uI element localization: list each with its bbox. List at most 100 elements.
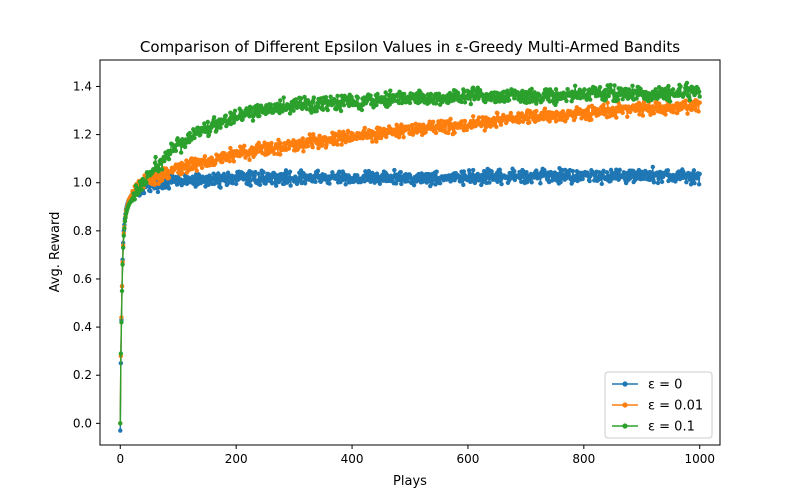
data-point (697, 100, 702, 105)
x-axis: 0 200 400 600 800 1000 (116, 445, 715, 466)
data-point (428, 91, 434, 97)
data-point (180, 137, 185, 142)
data-point (338, 108, 344, 114)
data-point (553, 119, 559, 124)
data-point (626, 171, 631, 177)
legend-marker (622, 423, 628, 429)
data-point (569, 99, 574, 104)
data-point (529, 86, 534, 92)
data-point (582, 87, 587, 92)
data-point (437, 181, 443, 186)
data-point (278, 98, 283, 103)
data-point (262, 140, 267, 145)
x-tick-label: 400 (341, 452, 364, 466)
data-point (430, 119, 436, 125)
data-point (374, 139, 379, 144)
data-point (678, 84, 683, 89)
data-point (192, 135, 197, 141)
data-point (524, 169, 529, 175)
data-point (268, 102, 274, 107)
data-point (603, 87, 608, 93)
data-point (120, 262, 125, 267)
data-point (687, 97, 693, 103)
data-point (455, 90, 461, 96)
data-point (224, 182, 230, 188)
data-point (256, 140, 261, 146)
data-point (313, 179, 318, 184)
data-point (597, 85, 603, 90)
series-1 (118, 97, 702, 426)
y-tick-label: 0.8 (73, 224, 92, 238)
data-point (202, 154, 208, 159)
data-point (202, 121, 207, 126)
data-point (651, 90, 656, 95)
data-point (434, 169, 439, 174)
data-point (665, 168, 671, 173)
data-point (479, 122, 485, 127)
data-point (122, 219, 128, 224)
data-point (399, 122, 404, 127)
data-point (433, 130, 439, 136)
data-point (697, 171, 702, 177)
data-point (448, 116, 453, 122)
data-point (253, 169, 258, 175)
data-point (497, 167, 503, 172)
data-point (401, 135, 406, 140)
data-point (582, 113, 588, 118)
data-point (182, 144, 188, 150)
data-point (121, 233, 126, 238)
data-point (144, 180, 149, 185)
data-point (529, 180, 534, 185)
x-tick-label: 800 (572, 452, 595, 466)
data-point (373, 131, 378, 137)
data-point (263, 181, 268, 186)
data-point (276, 137, 281, 143)
data-point (399, 181, 404, 187)
data-point (691, 168, 697, 173)
data-point (565, 86, 570, 92)
data-point (242, 143, 247, 149)
data-point (166, 157, 172, 162)
data-point (372, 180, 377, 185)
data-point (670, 87, 676, 92)
data-point (561, 95, 567, 101)
data-point (214, 128, 219, 133)
data-point (205, 119, 210, 125)
data-point (355, 95, 361, 101)
data-point (452, 130, 457, 135)
x-tick-label: 1000 (684, 452, 715, 466)
data-point (657, 103, 662, 108)
data-point (261, 169, 266, 175)
data-point (462, 100, 468, 105)
data-point (416, 95, 421, 100)
data-point (330, 101, 336, 107)
chart-title: Comparison of Different Epsilon Values i… (140, 38, 680, 56)
legend-label: ε = 0.01 (648, 399, 703, 414)
y-tick-label: 1.0 (73, 176, 92, 190)
data-point (383, 90, 388, 95)
data-point (278, 152, 283, 157)
data-point (302, 103, 308, 108)
x-tick-label: 600 (456, 452, 479, 466)
data-point (320, 139, 326, 144)
data-point (470, 114, 476, 119)
data-point (218, 125, 223, 130)
data-point (527, 120, 532, 125)
data-point (375, 91, 380, 97)
data-point (159, 167, 165, 172)
data-point (423, 129, 428, 135)
data-point (233, 181, 239, 187)
data-point (330, 170, 335, 175)
data-point (417, 174, 422, 179)
data-point (232, 108, 238, 113)
data-point (238, 108, 243, 113)
data-point (291, 108, 296, 113)
data-point (199, 165, 205, 170)
data-point (341, 99, 346, 104)
data-point (119, 320, 124, 325)
data-point (499, 181, 504, 187)
data-point (508, 110, 514, 116)
data-point (231, 159, 237, 164)
data-point (608, 82, 613, 88)
data-point (119, 288, 125, 294)
